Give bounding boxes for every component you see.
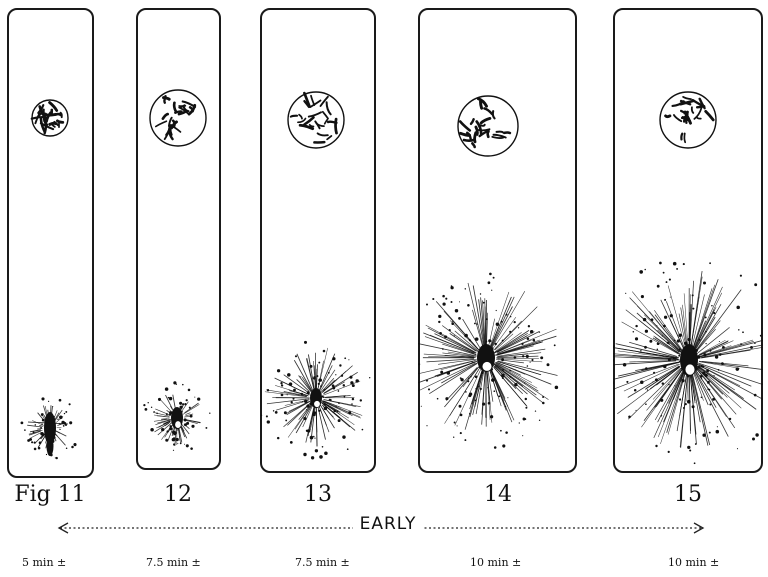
figure-number-14: 14: [484, 482, 512, 507]
time-label-11: 5 min ±: [22, 556, 67, 569]
specimen-disc: [457, 95, 519, 157]
splash-pattern: [260, 340, 371, 460]
panel-frame: [7, 8, 94, 478]
splash-pattern: [418, 272, 559, 449]
specimen-panel-11: [7, 8, 94, 478]
panel-drawing: [613, 91, 763, 465]
specimen-disc: [149, 89, 207, 147]
panel-frame: [136, 8, 221, 470]
panel-drawing: [418, 95, 559, 449]
specimen-disc: [30, 99, 69, 137]
figure-number-15: 15: [674, 482, 702, 507]
splash-pattern: [143, 381, 211, 451]
time-label-12: 7.5 min ±: [146, 556, 201, 569]
specimen-panel-14: [418, 8, 577, 473]
time-label-13: 7.5 min ±: [295, 556, 350, 569]
specimen-disc: [287, 91, 345, 149]
figure-number-13: 13: [304, 482, 332, 507]
panel-frame: [418, 8, 577, 473]
panel-drawing: [260, 91, 371, 460]
time-label-15: 10 min ±: [668, 556, 720, 569]
specimen-panel-15: [613, 8, 763, 473]
time-label-14: 10 min ±: [470, 556, 522, 569]
figure-number-12: 12: [164, 482, 192, 507]
specimen-panel-12: [136, 8, 221, 470]
range-label: EARLY: [353, 514, 423, 534]
figure-number-11: Fig 11: [14, 482, 86, 507]
panel-drawing: [20, 99, 77, 460]
panel-drawing: [143, 89, 211, 451]
splash-pattern: [613, 261, 763, 465]
specimen-disc: [659, 91, 717, 149]
splash-pattern: [20, 397, 77, 460]
specimen-panel-13: [260, 8, 376, 473]
